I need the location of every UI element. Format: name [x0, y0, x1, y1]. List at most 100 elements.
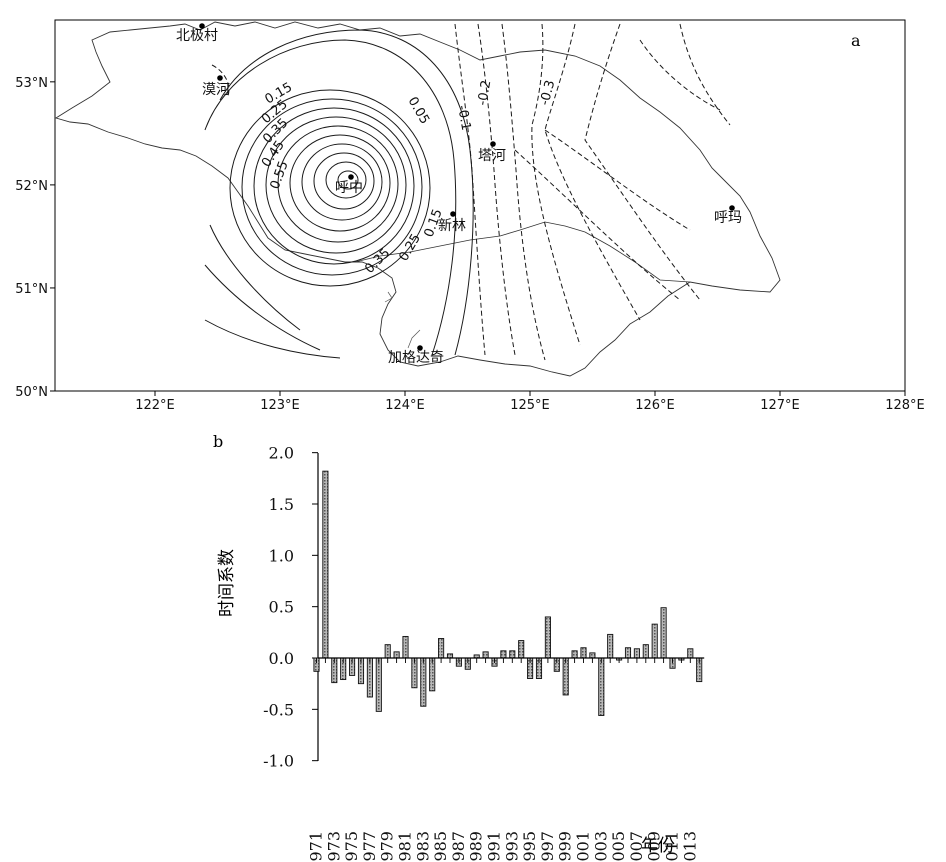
station-dot-huzhong: [348, 174, 354, 180]
bar-2000: [571, 650, 578, 659]
station-dot-beijicun: [199, 23, 205, 29]
station-dot-xinlin: [450, 211, 456, 217]
x-tick-label: 1973: [324, 831, 343, 862]
bar-1977: [366, 657, 373, 698]
bar-2007: [633, 648, 640, 659]
y-tick-label: 1.5: [269, 495, 294, 514]
map-y-tick-label: 53°N: [15, 76, 48, 91]
bar-2003: [598, 657, 605, 716]
positive-contours: [204, 29, 474, 359]
map-y-tick-label: 50°N: [15, 385, 48, 400]
station-label: 加格达奇: [388, 349, 444, 366]
bar-1990: [482, 651, 489, 659]
map-x-tick-label: 128°E: [885, 398, 925, 413]
station-label: 北极村: [176, 28, 218, 44]
map-x-tick-label: 127°E: [760, 398, 800, 413]
contour-label: -0.3: [537, 79, 558, 107]
bar-series: [313, 470, 703, 716]
bar-2008: [642, 644, 649, 659]
bar-2004: [607, 633, 614, 659]
station-dot-jiagedaqi: [417, 345, 423, 351]
map-y-tick-label: 52°N: [15, 179, 48, 194]
station-dot-tahe: [490, 141, 496, 147]
bar-1994: [518, 640, 525, 659]
bar-y-axis: -1.0 -0.5 0.0 0.5 1.0 1.5 2.0: [263, 444, 319, 771]
bar-2002: [589, 652, 596, 659]
map-y-tick-label: 51°N: [15, 282, 48, 297]
bar-1985: [438, 638, 445, 659]
internal-boundary: [354, 221, 691, 283]
map-x-tick-label: 123°E: [260, 398, 300, 413]
bar-1986: [446, 653, 454, 659]
negative-contours: [211, 23, 731, 361]
x-tick-label: 1983: [413, 831, 432, 862]
bar-1972: [322, 470, 329, 659]
station-label: 漠河: [202, 82, 230, 98]
station-label: 新林: [438, 218, 466, 234]
y-tick-label: 2.0: [269, 444, 294, 463]
x-tick-label: 1985: [431, 831, 450, 862]
bar-2001: [580, 647, 587, 659]
map-x-tick-label: 124°E: [385, 398, 425, 413]
panel-label-b: b: [213, 432, 223, 451]
x-tick-label: 1975: [342, 831, 361, 862]
x-tick-label: 2009: [645, 831, 664, 862]
station-label: 塔河: [478, 148, 506, 164]
bar-1992: [500, 650, 507, 659]
x-tick-label: 1999: [556, 831, 575, 862]
bar-1979: [384, 644, 391, 659]
bar-panel: b 时间系数 年份 -1.0-0.50.00.51.01.52.0 197119…: [213, 432, 705, 862]
y-tick-label: -1.0: [263, 752, 294, 771]
contour-label: -0.2: [475, 79, 494, 107]
x-tick-label: 1981: [396, 831, 415, 862]
x-tick-label: 2003: [591, 831, 610, 862]
bar-x-axis: 1971197319751977197919811983198519871989…: [307, 657, 705, 862]
y-tick-label: 0.5: [269, 598, 294, 617]
x-tick-label: 1989: [467, 831, 486, 862]
y-axis-label: 时间系数: [217, 549, 237, 617]
bar-2006: [624, 647, 632, 659]
panel-label-a: a: [851, 31, 861, 50]
bar-1999: [562, 657, 569, 696]
x-axis-label: 年份: [641, 836, 675, 856]
station-dot-huma: [729, 205, 735, 211]
y-tick-label: -0.5: [263, 700, 294, 719]
x-tick-label: 2005: [609, 831, 628, 862]
bar-2009: [651, 623, 658, 659]
map-x-axis: 122°E 123°E 124°E 125°E 126°E 127°E 128°E: [135, 391, 925, 413]
x-tick-label: 1971: [307, 831, 326, 862]
map-panel: 0.05 0.15 0.25 0.35 0.45 0.55 0.15 0.25 …: [15, 19, 925, 413]
bar-1980: [393, 651, 400, 659]
x-tick-label: 2013: [680, 831, 699, 862]
y-tick-label: 0.0: [269, 649, 294, 668]
x-tick-label: 1993: [502, 831, 521, 862]
station-markers: [199, 23, 735, 351]
x-tick-label: 1991: [485, 831, 504, 862]
station-label: 呼玛: [714, 210, 742, 226]
map-y-axis: 50°N 51°N 52°N 53°N: [15, 76, 55, 400]
bar-2013: [687, 648, 694, 659]
bar-1981: [402, 635, 409, 659]
bar-1978: [375, 657, 382, 712]
bar-1997: [544, 616, 551, 659]
contour-label: -0.1: [454, 104, 473, 132]
x-tick-label: 1997: [538, 831, 557, 862]
station-label: 呼中: [335, 180, 363, 196]
bar-1983: [420, 657, 427, 707]
x-tick-label: 2007: [627, 831, 646, 862]
x-tick-label: 1979: [378, 831, 397, 862]
map-x-tick-label: 126°E: [635, 398, 675, 413]
bar-1993: [509, 650, 516, 659]
region-boundary: [54, 21, 781, 377]
x-tick-label: 2011: [663, 831, 682, 862]
river-line: [384, 291, 421, 349]
station-dot-mohe: [217, 75, 223, 81]
x-tick-label: 1977: [360, 831, 379, 862]
bar-2010: [660, 607, 667, 659]
map-x-tick-label: 122°E: [135, 398, 175, 413]
x-tick-label: 1995: [520, 831, 539, 862]
x-tick-label: 1987: [449, 831, 468, 862]
map-x-tick-label: 125°E: [510, 398, 550, 413]
x-tick-label: 2001: [574, 831, 593, 862]
